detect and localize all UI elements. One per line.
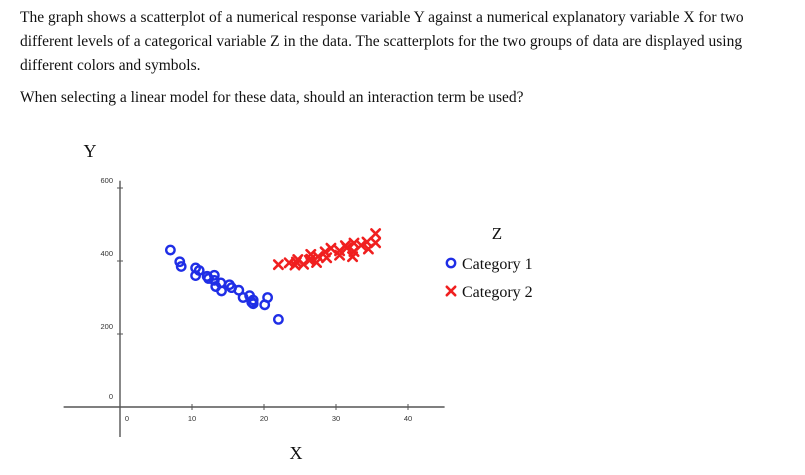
- legend-label-category-2: Category 2: [462, 284, 533, 301]
- point-category-1: [272, 313, 284, 325]
- x-tick-label: 30: [332, 414, 340, 423]
- data-points: [164, 228, 382, 325]
- point-category-1: [175, 261, 187, 272]
- point-category-1: [190, 270, 202, 281]
- point-category-2: [321, 252, 333, 264]
- point-category-2: [312, 251, 324, 263]
- y-tick-label: 600: [100, 176, 113, 185]
- legend-marker-category-1: [445, 257, 457, 269]
- point-category-1: [164, 244, 176, 256]
- x-tick-label: 20: [260, 414, 268, 423]
- point-category-1: [216, 285, 227, 297]
- y-tick-label: 200: [100, 322, 113, 331]
- y-axis-title: Y: [84, 141, 97, 161]
- x-axis-title: X: [290, 443, 303, 463]
- point-category-1: [237, 292, 249, 303]
- question-paragraph-2: When selecting a linear model for these …: [20, 89, 524, 106]
- x-tick-label: 10: [188, 414, 196, 423]
- point-category-2: [341, 242, 353, 254]
- point-category-1: [208, 269, 220, 281]
- point-category-2: [325, 242, 337, 254]
- y-tick-label: 400: [100, 249, 113, 258]
- legend-label-category-1: Category 1: [462, 256, 533, 273]
- point-category-2: [272, 259, 284, 271]
- point-category-2: [355, 239, 367, 251]
- x-tick-label: 0: [125, 414, 129, 423]
- point-category-1: [247, 294, 259, 306]
- point-category-1: [259, 299, 271, 311]
- question-paragraph-1: The graph shows a scatterplot of a numer…: [20, 9, 744, 74]
- legend-marker-category-2: [445, 285, 457, 297]
- point-category-1: [247, 298, 259, 310]
- legend-title: Z: [492, 224, 502, 243]
- point-category-2: [370, 237, 382, 249]
- x-tick-label: 40: [404, 414, 412, 423]
- legend: Z Category 1 Category 2: [445, 224, 533, 301]
- question-text: The graph shows a scatterplot of a numer…: [20, 6, 790, 118]
- point-category-2: [370, 228, 382, 240]
- y-tick-label: 0: [109, 392, 113, 401]
- point-category-1: [174, 256, 186, 268]
